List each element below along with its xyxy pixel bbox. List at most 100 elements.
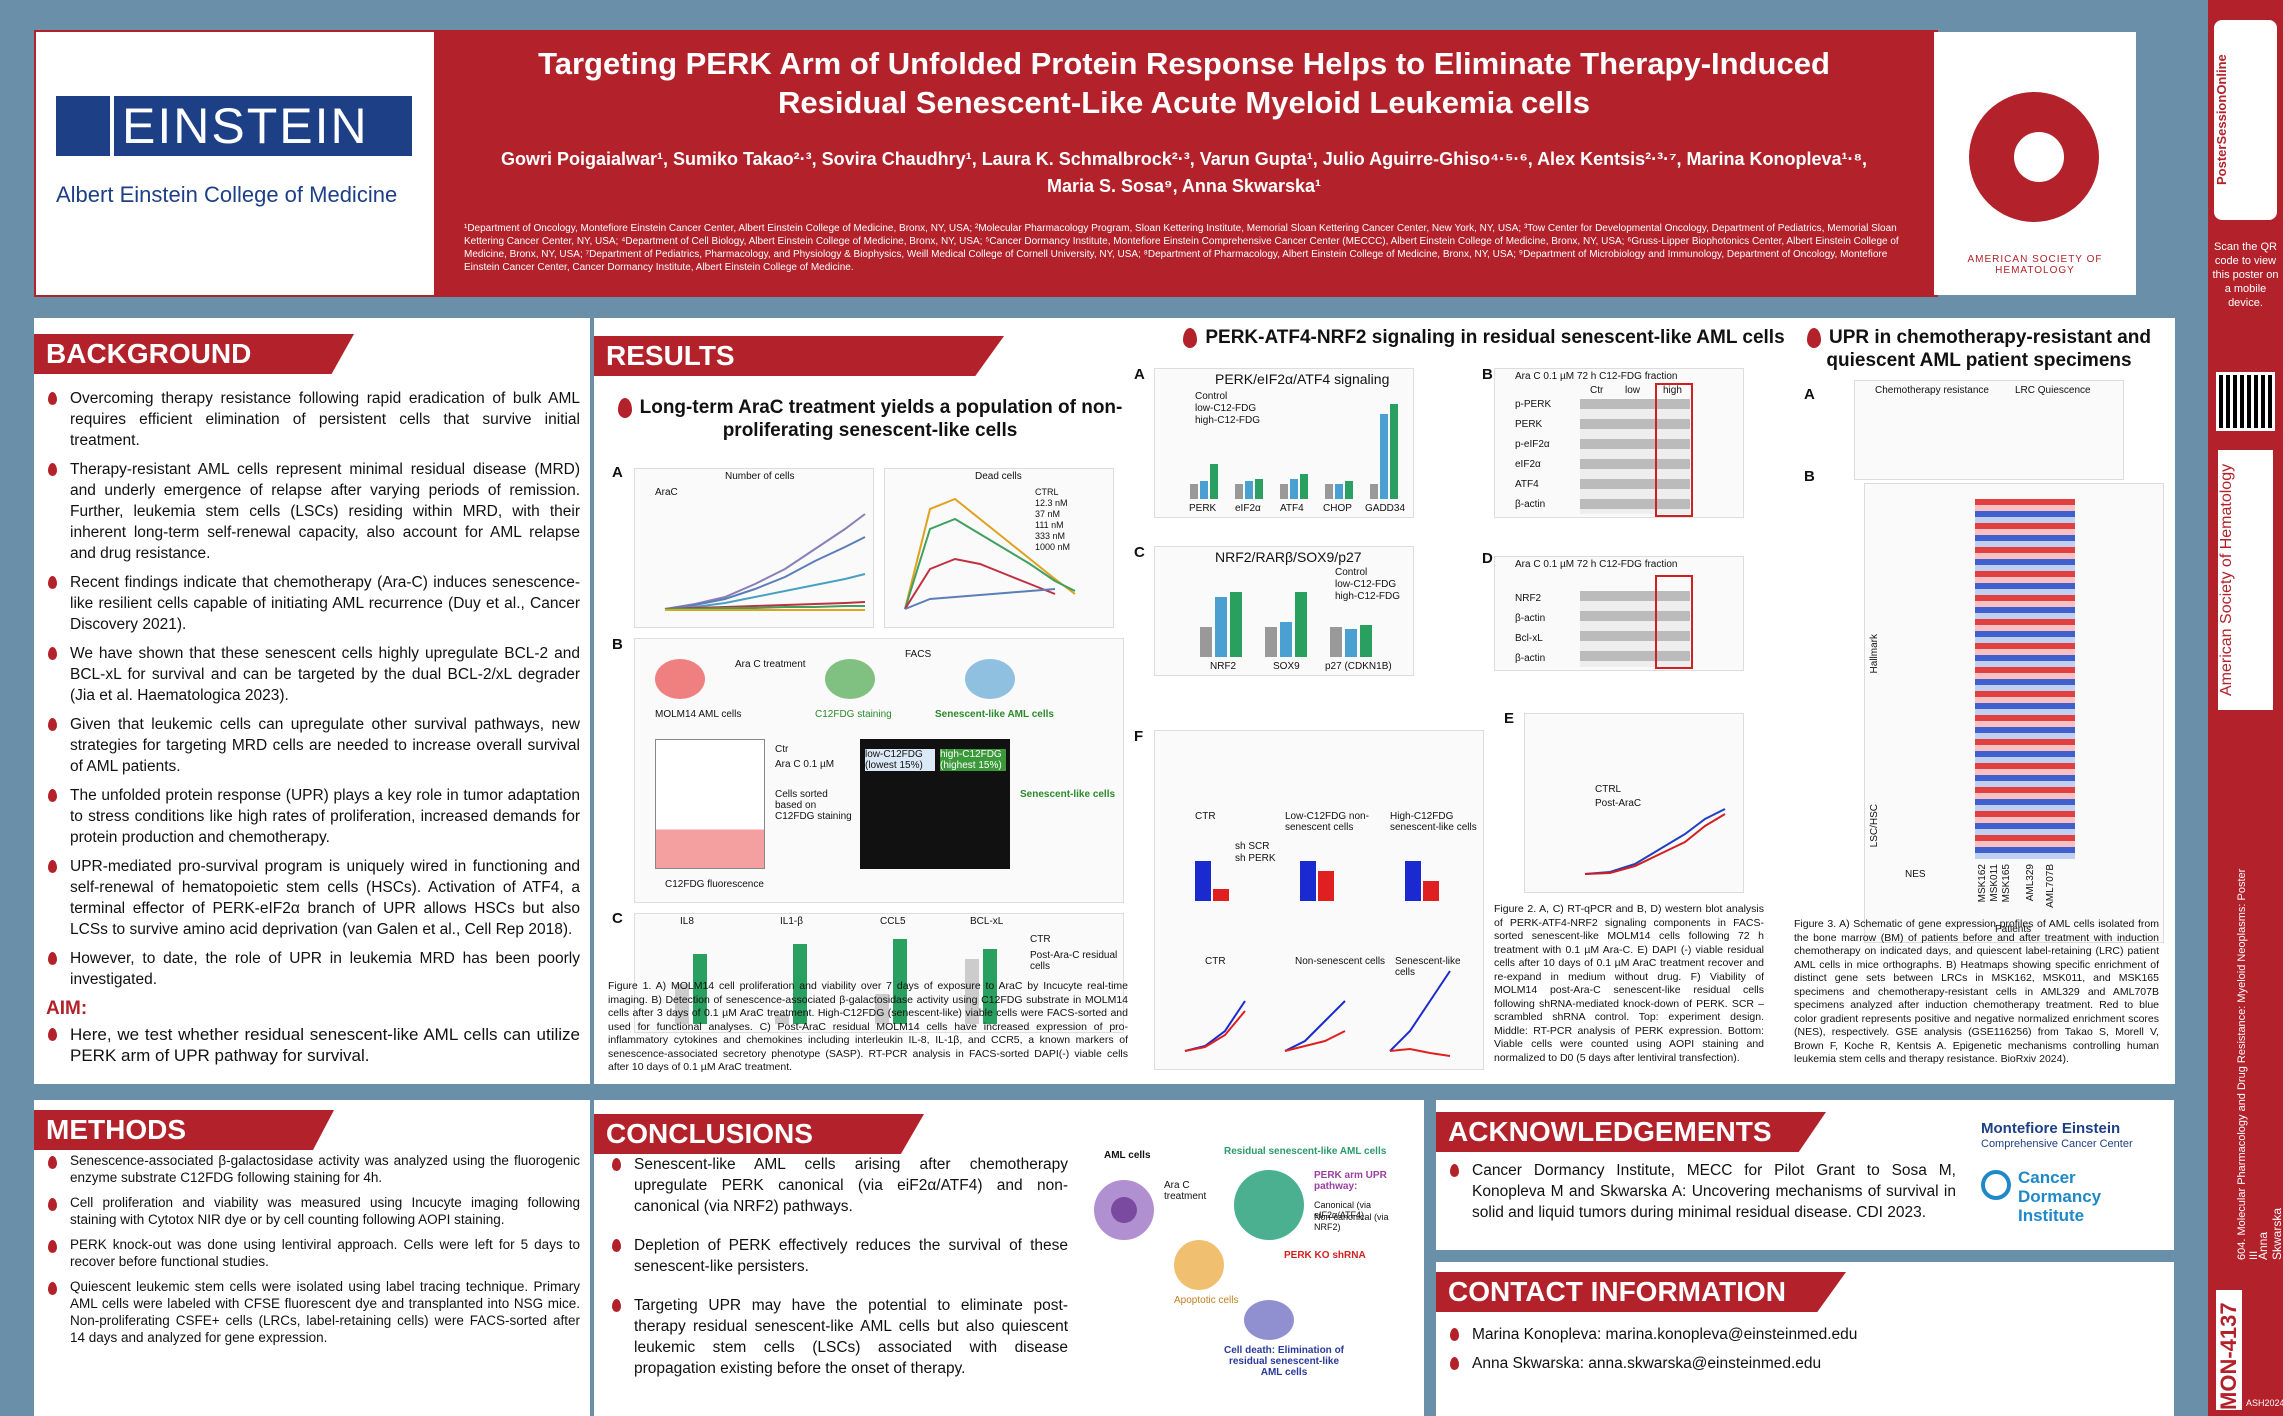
figure2-caption: Figure 2. A, C) RT-qPCR and B, D) wester… [1494,903,1764,1064]
contact-line[interactable]: Anna Skwarska: anna.skwarska@einsteinmed… [1446,1353,2146,1374]
step-label: FACS [905,649,932,660]
qr-instructions: Scan the QR code to view this poster on … [2212,241,2279,309]
logo-subtitle: Albert Einstein College of Medicine [56,182,398,207]
legend-item: Ctr [775,744,789,755]
legend-item: Ara C 0.1 µM [775,759,835,770]
row-label: ATF4 [1515,479,1539,490]
legend-item: Control [1195,391,1228,402]
background-bullet: Recent findings indicate that chemothera… [44,572,580,635]
fig2-f-charts [1184,861,1451,1057]
fig1-c-bars: IL8 IL1-β CCL5 BCL-xL CTR Post-Ara-C res… [634,913,1124,1033]
fig2-label-e: E [1504,710,1515,727]
fig2-f-panel: CTR Low-C12FDG non-senescent cells High-… [1154,730,1484,1070]
chart-title: Number of cells [725,471,795,482]
cell-cluster-icon [655,659,705,699]
cdi-logo: Cancer Dormancy Institute [2018,1168,2102,1225]
fig3-label-a: A [1804,386,1815,403]
chart-title: NRF2/RARβ/SOX9/p27 [1215,549,1362,565]
background-bullet: Given that leukemic cells can upregulate… [44,714,580,777]
legend-item: Post-Ara-C residual cells [1030,950,1118,972]
fig3-label-b: B [1804,468,1815,485]
diagram-label: Cell death: Elimination of residual sene… [1224,1345,1345,1378]
legend-item: CTR [1030,934,1051,945]
conclusions-title: CONCLUSIONS [594,1114,924,1154]
contact-lines: Marina Konopleva: marina.konopleva@einst… [1446,1324,2146,1382]
methods-bullet: PERK knock-out was done using lentiviral… [44,1236,580,1270]
legend-item: low-C12-FDG [1195,403,1257,414]
gene-label: ATF4 [1280,503,1304,514]
background-bullet: Overcoming therapy resistance following … [44,388,580,451]
legend-item: 1000 nM [1035,542,1071,552]
blot-title: Ara C 0.1 µM 72 h C12-FDG fraction [1515,371,1678,382]
legend-item: low-C12-FDG [1335,579,1397,590]
group-label: CTR [1205,956,1226,967]
heatmap-grid [1975,499,2075,859]
montefiore-logo-sub: Comprehensive Cancer Center [1981,1138,2133,1150]
gene-label: SOX9 [1273,661,1300,672]
results-title: RESULTS [594,336,1004,376]
gene-label: eIF2α [1235,503,1261,514]
col-label: Ctr [1590,385,1604,396]
step-label: C12FDG staining [815,709,892,720]
sort-label: Cells sorted based on C12FDG staining [775,789,852,822]
aim-label: AIM: [46,998,88,1019]
side-year: ASH2024 [2246,1398,2283,1408]
background-panel: BACKGROUND Overcoming therapy resistance… [34,318,590,1084]
group-label: CTR [1195,811,1216,822]
methods-title: METHODS [34,1110,334,1150]
drop-icon [1183,327,1198,348]
legend-item: Control [1335,567,1368,578]
side-author: Anna Skwarska [2256,1207,2283,1260]
fig2-e-chart: CTRL Post-AraC [1524,713,1744,893]
fig2-label-f: F [1134,728,1144,745]
diagram-label: Apoptotic cells [1174,1295,1239,1306]
results-subtitle-2: PERK-ATF4-NRF2 signaling in residual sen… [1124,326,1844,349]
contact-line[interactable]: Marina Konopleva: marina.konopleva@einst… [1446,1324,2146,1345]
blot-image [1580,399,1690,514]
sen-label: Senescent-like cells [1020,789,1116,800]
legend-item: high-C12-FDG [1335,591,1401,602]
ack-text: Cancer Dormancy Institute, MECC for Pilo… [1446,1160,1956,1223]
flow-histogram [655,739,765,869]
legend-item: 333 nM [1035,531,1066,541]
qr-code-icon[interactable] [2216,372,2275,431]
step-label: Senescent-like AML cells [935,709,1054,720]
diagram-label: PERK KO shRNA [1284,1250,1366,1261]
gene-label: CCL5 [880,916,906,927]
conclusions-panel: CONCLUSIONS Senescent-like AML cells ari… [594,1100,1424,1416]
contact-title: CONTACT INFORMATION [1436,1272,1846,1312]
gate-label: high-C12FDG (highest 15%) [940,749,1006,771]
side-ash: American Society of Hematology [2218,450,2273,710]
row-label: β-actin [1515,499,1546,510]
fig1-b-schematic: Ara C treatment FACS MOLM14 AML cells C1… [634,638,1124,903]
conclusion-bullet: Depletion of PERK effectively reduces th… [608,1235,1068,1277]
blot-title: Ara C 0.1 µM 72 h C12-FDG fraction [1515,559,1678,570]
results-subtitle-3: UPR in chemotherapy-resistant and quiesc… [1794,326,2164,372]
fig1-a-number-chart: Number of cells AraC [634,468,874,628]
ash-inner-circle-icon [2014,132,2064,182]
legend-item: 12.3 nM [1035,498,1068,508]
col-label: AML707B [2045,864,2056,908]
background-bullet: However, to date, the role of UPR in leu… [44,948,580,990]
gene-label: NRF2 [1210,661,1237,672]
einstein-mark-icon [56,96,110,156]
group-label: Senescent-like cells [1395,956,1461,978]
fig2-b-western: Ara C 0.1 µM 72 h C12-FDG fraction Ctr l… [1494,368,1744,518]
methods-panel: METHODS Senescence-associated β-galactos… [34,1100,590,1416]
axis-label: C12FDG fluorescence [665,879,764,890]
fig2-c-bar-chart [1200,592,1372,657]
highlight-box [1655,575,1693,669]
conclusion-bullet: Senescent-like AML cells arising after c… [608,1154,1068,1217]
gene-label: p27 (CDKN1B) [1325,661,1392,672]
diagram-label: Canonical (via eIF2α/ATF4) [1314,1200,1372,1220]
col-label: MSK165 [2001,864,2012,903]
gene-label: PERK [1189,503,1217,514]
sidebar: PosterSessionOnline Scan the QR code to … [2208,0,2283,1416]
gate-label: low-C12FDG (lowest 15%) [865,749,935,771]
legend-title: AraC [655,487,678,498]
row-label: Bcl-xL [1515,633,1543,644]
contact-panel: CONTACT INFORMATION Marina Konopleva: ma… [1436,1262,2174,1416]
group-label: High-C12FDG senescent-like cells [1390,811,1477,833]
nes-label: NES [1905,869,1926,880]
blot-image [1580,591,1690,667]
